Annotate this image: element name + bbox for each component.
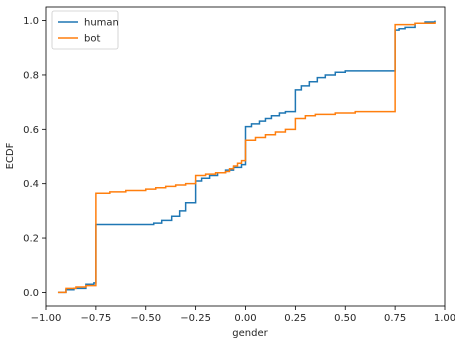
x-tick-label: −0.50 xyxy=(130,313,161,324)
axes-layer: −1.00 −0.75 −0.50 −0.25 0.00 0.25 0.50 0.75 1.00… xyxy=(23,6,455,324)
legend-label-bot: bot xyxy=(84,34,100,45)
x-tick-label: 1.00 xyxy=(434,313,455,324)
y-tick-label: 0.4 xyxy=(23,179,39,190)
series-layer xyxy=(57,20,436,294)
x-tick-label: 0.50 xyxy=(334,313,356,324)
x-tick-label: 0.75 xyxy=(384,313,406,324)
series-line-bot xyxy=(57,21,436,294)
y-tick-label: 0.6 xyxy=(23,125,39,136)
y-tick-label: 1.0 xyxy=(23,16,39,27)
y-tick-label: 0.8 xyxy=(23,70,39,81)
legend: human bot xyxy=(51,10,119,50)
x-axis-label: gender xyxy=(232,328,268,339)
y-tick-label: 0.2 xyxy=(23,234,39,245)
x-tick-label: 0.25 xyxy=(284,313,306,324)
y-axis-label: ECDF xyxy=(5,142,16,169)
x-tick-label: −0.75 xyxy=(81,313,112,324)
series-line-human xyxy=(57,20,436,294)
y-tick-label: 0.0 xyxy=(23,288,39,299)
x-tick-label: −1.00 xyxy=(31,313,62,324)
x-tick-label: 0.00 xyxy=(234,313,256,324)
legend-box xyxy=(51,10,119,50)
x-tick-label: −0.25 xyxy=(180,313,211,324)
legend-label-human: human xyxy=(84,18,119,29)
